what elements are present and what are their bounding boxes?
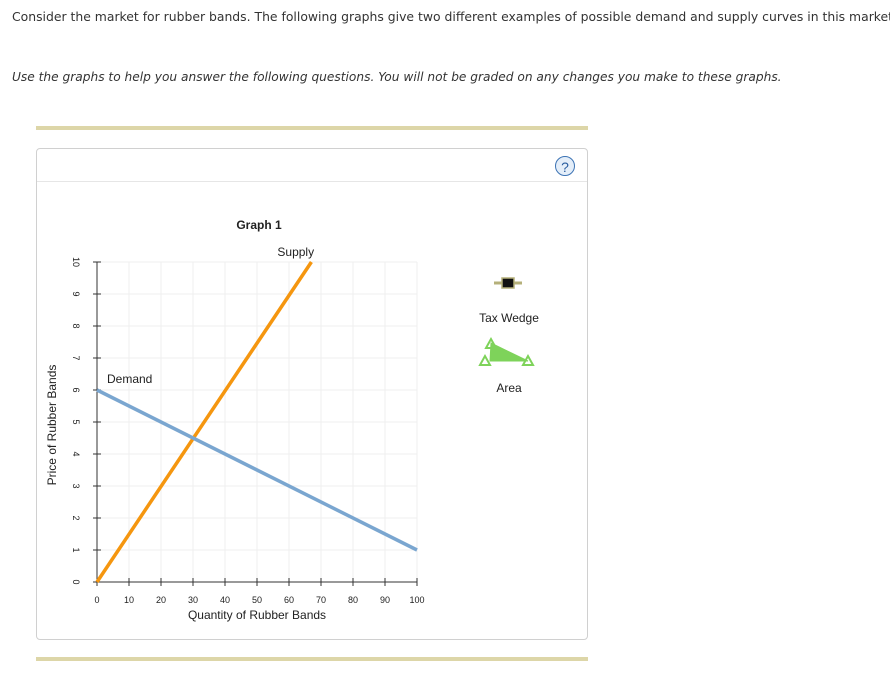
palette-area[interactable]: Area: [478, 336, 535, 395]
chart-grid: [97, 261, 418, 582]
x-tick-label-7: 70: [316, 595, 326, 605]
y-tick-label-6: 6: [71, 387, 81, 392]
y-tick-label-5: 5: [71, 419, 81, 424]
y-tick-label-1: 1: [71, 547, 81, 552]
tax-wedge-icon: [494, 277, 522, 289]
x-tick-label-3: 30: [188, 595, 198, 605]
y-tick-label-10: 10: [71, 257, 81, 267]
area-label: Area: [496, 381, 522, 395]
x-tick-label-10: 100: [409, 595, 424, 605]
supply-curve-label: Supply: [277, 245, 314, 259]
chart-title: Graph 1: [236, 218, 282, 232]
y-tick-label-4: 4: [71, 451, 81, 456]
area-triangle-icon: [478, 336, 535, 366]
top-divider: [36, 126, 588, 130]
panel-header: ?: [37, 149, 587, 182]
demand-curve-label: Demand: [107, 372, 152, 386]
y-tick-label-8: 8: [71, 323, 81, 328]
x-tick-label-5: 50: [252, 595, 262, 605]
x-tick-label-1: 10: [124, 595, 134, 605]
instructions-text: Use the graphs to help you answer the fo…: [12, 70, 782, 84]
x-tick-label-8: 80: [348, 595, 358, 605]
y-axis-label: Price of Rubber Bands: [45, 365, 59, 486]
x-axis-label: Quantity of Rubber Bands: [188, 608, 326, 622]
x-tick-label-6: 60: [284, 595, 294, 605]
help-icon[interactable]: ?: [555, 156, 575, 176]
y-tick-label-9: 9: [71, 291, 81, 296]
chart-series: Supply Demand: [95, 245, 418, 583]
supply-curve[interactable]: [95, 261, 313, 583]
bottom-divider: [36, 657, 588, 661]
demand-curve[interactable]: [96, 388, 418, 552]
x-tick-label-0: 0: [94, 595, 99, 605]
x-tick-label-4: 40: [220, 595, 230, 605]
x-tick-label-9: 90: [380, 595, 390, 605]
x-tick-label-2: 20: [156, 595, 166, 605]
y-tick-label-7: 7: [71, 355, 81, 360]
intro-text: Consider the market for rubber bands. Th…: [12, 9, 890, 24]
y-tick-label-3: 3: [71, 483, 81, 488]
palette-tax-wedge[interactable]: Tax Wedge: [479, 277, 539, 325]
y-tick-label-2: 2: [71, 515, 81, 520]
chart-axes: 0 10 20 30 40 50 60 70 80 90 100 0 1 2 3 4 5 6 7 8 9 10: [71, 257, 425, 605]
y-tick-label-0: 0: [71, 579, 81, 584]
graph-panel: ?: [36, 148, 588, 640]
tax-wedge-label: Tax Wedge: [479, 311, 539, 325]
